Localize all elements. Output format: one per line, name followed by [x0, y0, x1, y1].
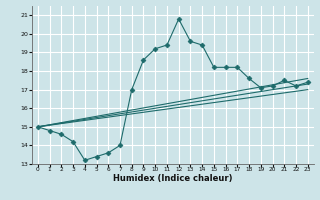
X-axis label: Humidex (Indice chaleur): Humidex (Indice chaleur): [113, 174, 233, 183]
